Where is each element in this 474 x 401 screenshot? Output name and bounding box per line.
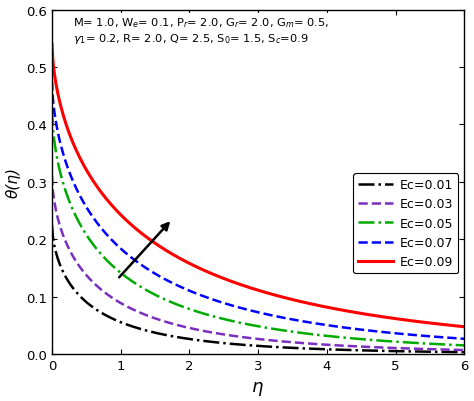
Ec=0.03	[461, 348, 467, 352]
Ec=0.05	[245, 322, 251, 327]
Ec=0.05	[272, 327, 278, 332]
Ec=0.05	[461, 343, 467, 348]
Ec=0.07	[49, 80, 55, 85]
Ec=0.01	[247, 343, 253, 348]
Ec=0.07	[461, 336, 467, 341]
Ec=0.09	[387, 316, 393, 320]
Ec=0.01	[294, 346, 300, 350]
Ec=0.03	[247, 336, 253, 340]
Line: Ec=0.05: Ec=0.05	[52, 111, 464, 346]
Ec=0.03	[49, 174, 55, 179]
Text: M= 1.0, W$_e$= 0.1, P$_r$= 2.0, G$_r$= 2.0, G$_m$= 0.5,
$\gamma_1$= 0.2, R= 2.0,: M= 1.0, W$_e$= 0.1, P$_r$= 2.0, G$_r$= 2…	[73, 16, 328, 45]
Line: Ec=0.09: Ec=0.09	[52, 45, 464, 327]
Ec=0.09	[294, 299, 300, 304]
Ec=0.07	[272, 314, 278, 319]
Ec=0.05	[452, 343, 457, 348]
Ec=0.01	[272, 345, 278, 350]
Ec=0.03	[387, 346, 393, 350]
Ec=0.01	[387, 349, 393, 354]
Ec=0.09	[245, 285, 251, 290]
Ec=0.09	[247, 286, 253, 290]
Ec=0.03	[294, 340, 300, 345]
Ec=0.01	[452, 350, 457, 354]
Legend: Ec=0.01, Ec=0.03, Ec=0.05, Ec=0.07, Ec=0.09: Ec=0.01, Ec=0.03, Ec=0.05, Ec=0.07, Ec=0…	[353, 174, 458, 273]
Line: Ec=0.01: Ec=0.01	[52, 225, 464, 352]
Line: Ec=0.03: Ec=0.03	[52, 176, 464, 350]
Ec=0.07	[294, 318, 300, 323]
Ec=0.09	[49, 43, 55, 47]
Ec=0.09	[272, 293, 278, 298]
Ec=0.03	[272, 338, 278, 343]
Ec=0.01	[49, 223, 55, 228]
Ec=0.09	[461, 324, 467, 329]
Ec=0.07	[452, 336, 457, 341]
Ec=0.07	[245, 308, 251, 312]
Ec=0.07	[247, 308, 253, 313]
Ec=0.05	[49, 108, 55, 113]
Ec=0.01	[245, 343, 251, 348]
Ec=0.05	[387, 339, 393, 344]
Ec=0.05	[247, 322, 253, 327]
Ec=0.03	[452, 348, 457, 352]
Y-axis label: θ(η): θ(η)	[6, 167, 20, 198]
Ec=0.09	[452, 324, 457, 328]
Line: Ec=0.07: Ec=0.07	[52, 82, 464, 339]
Ec=0.01	[461, 350, 467, 355]
X-axis label: η: η	[253, 377, 264, 395]
Ec=0.03	[245, 336, 251, 340]
Ec=0.05	[294, 330, 300, 335]
Ec=0.07	[387, 330, 393, 335]
